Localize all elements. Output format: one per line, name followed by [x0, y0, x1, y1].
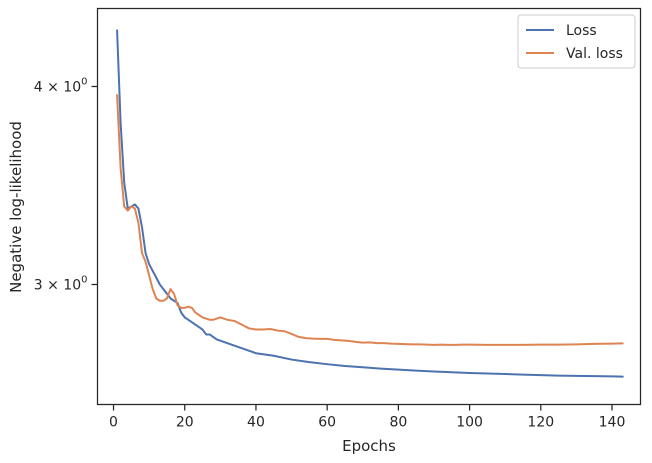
- series-line-loss: [116, 29, 624, 378]
- legend-label-loss: Loss: [566, 23, 597, 39]
- x-tick-label: 140: [599, 415, 626, 431]
- legend: Loss Val. loss: [517, 14, 636, 69]
- x-axis-label: Epochs: [342, 437, 396, 455]
- series-line-val-loss: [116, 94, 624, 346]
- legend-box: [517, 14, 636, 69]
- x-tick-label: 60: [318, 415, 336, 431]
- y-tick-label: 4 × 100: [34, 76, 88, 95]
- x-tick-label: 20: [176, 415, 194, 431]
- x-tick-label: 0: [109, 415, 118, 431]
- legend-label-val-loss: Val. loss: [566, 46, 623, 62]
- x-tick-label: 80: [389, 415, 407, 431]
- plot-frame: [96, 7, 642, 406]
- x-tick-label: 100: [456, 415, 483, 431]
- y-axis-label: Negative log-likelihood: [7, 121, 25, 293]
- x-tick-label: 120: [527, 415, 554, 431]
- plot-marks: [116, 29, 624, 378]
- x-axis-ticks: 0 20 40 60 80 100 120 140: [109, 404, 626, 431]
- x-tick-label: 40: [247, 415, 265, 431]
- y-tick-label: 3 × 100: [34, 274, 88, 293]
- y-axis-ticks: 4 × 100 3 × 100: [34, 76, 98, 293]
